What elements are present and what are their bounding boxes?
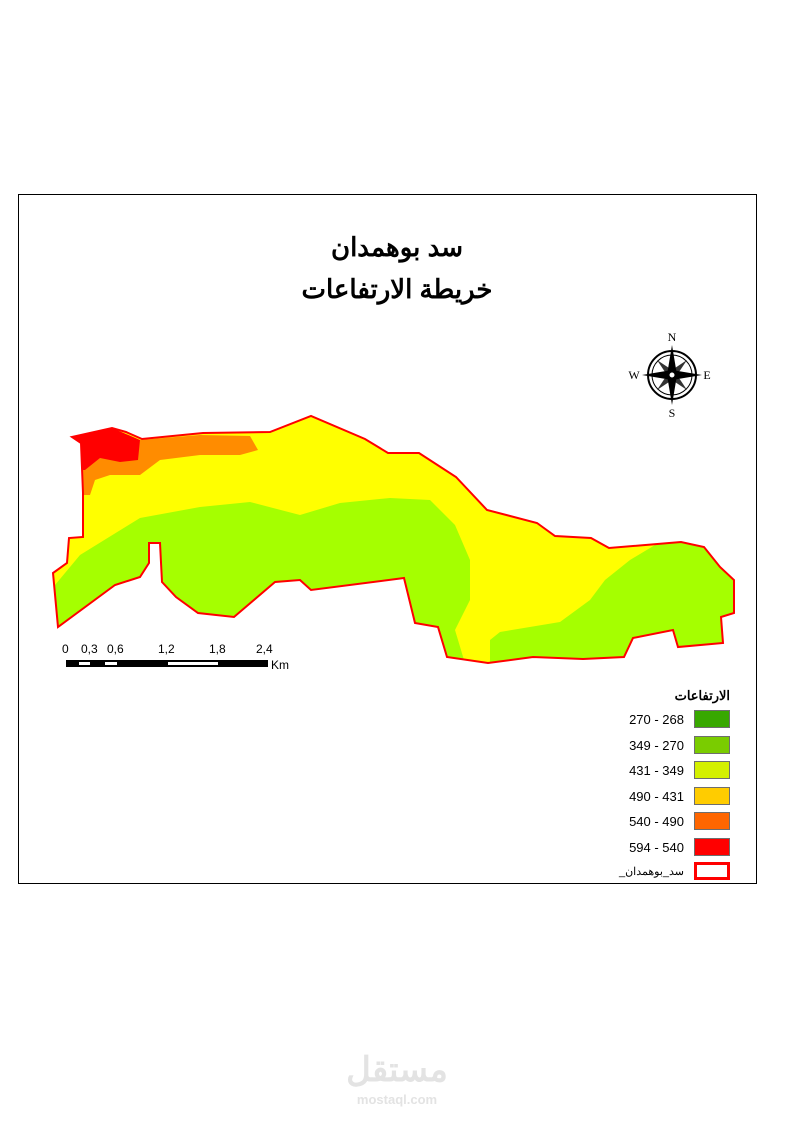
- watermark-logo: مستقل: [346, 1051, 448, 1089]
- scale-tick: 0,6: [107, 642, 124, 656]
- legend-item: 431 - 349: [600, 761, 740, 781]
- legend-swatch: [694, 761, 730, 779]
- compass-rose-icon: N S E W: [628, 330, 710, 420]
- legend-item: 540 - 490: [600, 812, 740, 832]
- legend-swatch: [694, 710, 730, 728]
- map-frame: [18, 194, 757, 884]
- legend-label: 270 - 268: [629, 712, 684, 727]
- scale-tick: 1,2: [158, 642, 175, 656]
- legend-label: 349 - 270: [629, 737, 684, 753]
- scale-tick: 0,3: [81, 642, 98, 656]
- compass-s: S: [669, 406, 676, 420]
- scale-tick: 2,4: [256, 642, 273, 656]
- map-title-line1: سد بوهمدان: [330, 232, 464, 262]
- scale-tick: 1,8: [209, 642, 226, 656]
- compass-w: W: [628, 368, 640, 382]
- legend-swatch: [694, 786, 730, 805]
- scale-bar: [66, 660, 268, 667]
- legend-swatch: [694, 735, 730, 754]
- legend-label: 594 - 540: [629, 839, 684, 855]
- legend-item-boundary: سد_بوهمدان_: [600, 862, 740, 882]
- watermark-url: mostaql.com: [356, 1092, 438, 1107]
- legend-swatch: [694, 862, 730, 880]
- scale-unit: Km: [271, 658, 289, 672]
- legend-item: 270 - 268: [600, 710, 740, 730]
- legend-label: 490 - 431: [629, 788, 684, 804]
- legend-label: 540 - 490: [629, 814, 684, 829]
- legend-item: 349 - 270: [600, 735, 740, 756]
- elevation-zones: [53, 416, 734, 663]
- legend-swatch: [694, 812, 730, 830]
- legend-label: 431 - 349: [629, 763, 684, 778]
- legend-label: سد_بوهمدان_: [618, 866, 684, 878]
- compass-e: E: [703, 368, 710, 382]
- scale-tick: 0: [62, 642, 69, 656]
- compass-n: N: [668, 330, 677, 344]
- legend-title: الارتفاعات: [674, 688, 730, 703]
- zone-red: [70, 428, 140, 470]
- map-title-line2: خريطة الارتفاعات: [301, 274, 493, 304]
- legend-item: 490 - 431: [600, 786, 740, 807]
- legend-swatch: [694, 837, 730, 856]
- legend-item: 594 - 540: [600, 837, 740, 858]
